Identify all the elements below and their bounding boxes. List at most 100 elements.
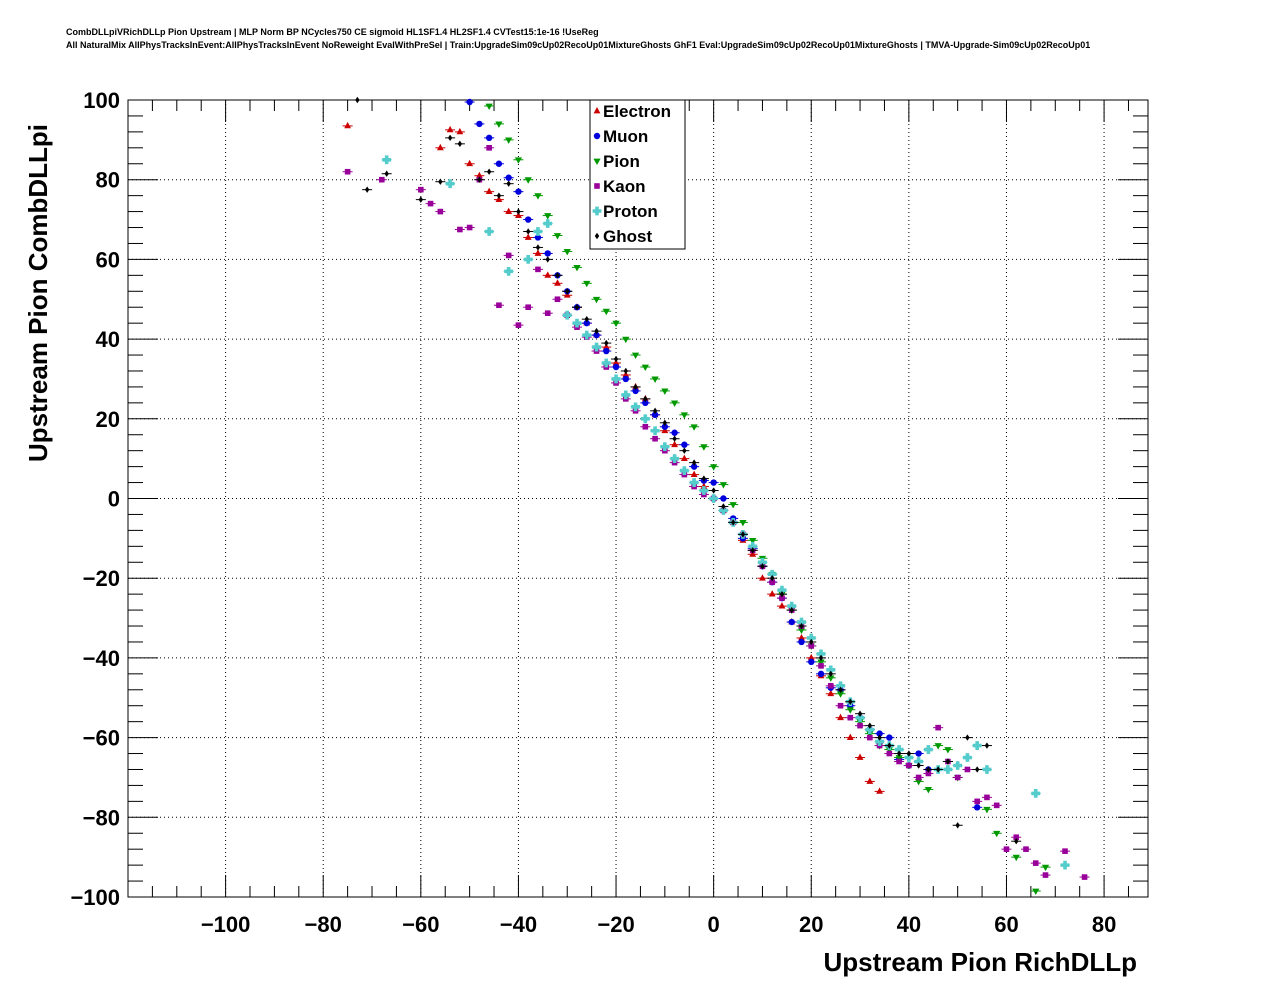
data-point-proton [963,753,972,762]
data-point-kaon [457,226,463,233]
data-point-pion [485,103,493,110]
data-point-electron [466,159,474,167]
data-point-ghost [555,272,560,279]
data-point-pion [553,233,562,240]
data-point-electron [554,279,561,286]
data-point-ghost [506,180,511,187]
data-point-proton [953,761,963,770]
y-tick-label: −80 [83,805,120,830]
data-point-kaon [974,798,980,805]
y-tick-label: −20 [83,566,120,591]
data-point-ghost [916,762,921,769]
data-point-pion [641,364,649,371]
data-point-kaon [554,296,561,303]
y-tick-label: 60 [96,247,120,272]
data-point-pion [505,137,513,144]
x-tick-label: −100 [201,912,251,937]
data-point-proton [943,765,953,774]
data-point-kaon [1081,874,1088,880]
data-point-ghost [721,503,726,510]
data-point-pion [524,177,532,184]
data-point-electron [798,633,805,641]
data-point-pion [983,806,991,814]
data-point-proton [972,741,982,750]
data-point-muon [798,638,805,646]
data-point-pion [514,157,523,164]
data-point-pion [895,755,903,762]
data-point-proton [758,557,767,567]
data-point-ghost [945,758,951,765]
data-point-muon [466,98,473,106]
data-point-muon [651,411,659,419]
data-point-ghost [384,170,389,177]
data-point-electron [846,733,854,740]
data-point-muon [681,441,688,448]
data-point-ghost [545,256,550,263]
data-point-muon [808,658,815,666]
legend-label: Proton [603,202,658,221]
data-point-muon [515,188,522,195]
y-tick-label: 100 [83,88,120,113]
data-point-proton [504,266,514,276]
data-point-muon [642,399,649,407]
data-point-proton [875,737,884,746]
data-point-proton [679,466,689,476]
data-point-kaon [652,435,658,442]
data-point-ghost [613,355,619,363]
x-tick-label: −20 [597,912,634,937]
data-point-kaon [378,176,385,183]
x-tick-label: −60 [402,912,439,937]
data-point-ghost [496,192,502,199]
data-point-ghost [877,734,882,741]
data-point-ghost [848,698,853,705]
data-point-ghost [477,176,482,183]
data-point-proton [582,330,592,340]
legend-marker-electron [593,107,601,114]
data-point-pion [934,743,942,750]
legend-label: Electron [603,102,671,121]
data-point-muon [788,618,795,626]
data-point-pion [495,121,503,128]
data-point-electron [690,470,698,477]
data-point-ghost [789,606,794,614]
data-point-pion [690,424,698,431]
data-point-kaon [915,774,922,781]
data-point-kaon [1062,848,1068,854]
x-tick-label: 40 [897,912,921,937]
data-point-proton [787,601,797,611]
data-point-ghost [604,339,609,347]
data-point-ghost [926,766,931,773]
data-point-electron [866,777,874,784]
data-point-ghost [418,196,424,203]
grid [128,99,1148,898]
data-point-pion [827,675,835,682]
data-point-muon [544,250,551,257]
data-point-ghost [857,710,863,717]
data-point-proton [640,414,650,424]
data-point-pion [749,537,757,545]
data-point-ghost [1014,838,1019,845]
data-point-muon [886,734,893,741]
series-pion [484,103,1051,896]
data-point-ghost [965,734,970,741]
data-point-proton [699,486,709,495]
data-point-electron [759,574,766,581]
legend-item-ghost: Ghost [594,227,652,246]
data-point-pion [602,308,610,316]
data-point-proton [904,753,914,762]
data-point-ghost [740,531,746,538]
data-point-proton [650,426,660,436]
data-point-proton [826,665,836,675]
data-point-electron [344,121,352,129]
data-point-proton [709,494,719,503]
data-point-pion [729,502,737,509]
data-point-proton [631,402,640,412]
data-point-ghost [701,475,707,482]
x-tick-label: 60 [994,912,1018,937]
data-point-electron [446,125,454,133]
data-point-proton [572,318,582,328]
data-point-ghost [643,395,648,403]
data-point-pion [661,388,669,395]
data-point-electron [475,171,483,179]
data-point-muon [661,423,669,430]
